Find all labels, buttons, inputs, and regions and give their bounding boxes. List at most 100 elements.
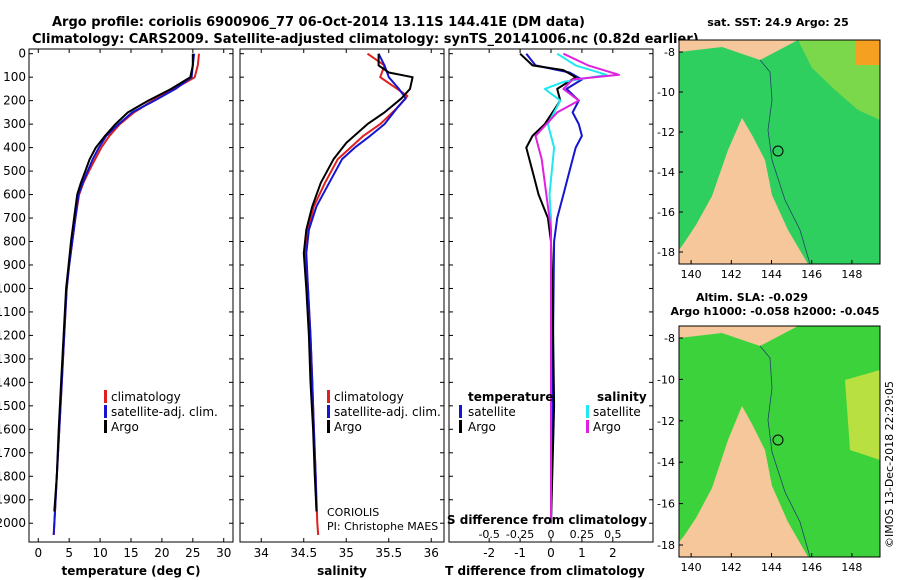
legend-t-satellite: satellite (468, 405, 516, 419)
depth-tick-label: 1200 (0, 328, 26, 342)
s-diff-tick-label: 0 (548, 528, 555, 541)
map-x-tick-label: 146 (801, 268, 822, 281)
legend-temperature-title: temperature (468, 390, 553, 404)
diff-depth-ticks (449, 53, 653, 524)
legend-s-satellite: satellite (593, 405, 641, 419)
legend-satellite: satellite-adj. clim. (111, 405, 218, 419)
legend-salinity-title: salinity (597, 390, 647, 404)
sst-map-frame (678, 39, 881, 265)
x-tick-label: 25 (185, 546, 200, 560)
sst-map-argo-marker (772, 145, 784, 157)
x-tick-label: -2 (483, 546, 495, 560)
sla-map-argo-marker (772, 434, 784, 446)
depth-tick-label: 400 (3, 141, 26, 155)
map-y-tick-label: -12 (657, 415, 675, 428)
sla-map-title-1: Altim. SLA: -0.029 (696, 291, 808, 304)
depth-tick-label: 2000 (0, 516, 26, 530)
series-line-argo (302, 53, 414, 512)
header-line-2: Climatology: CARS2009. Satellite-adjuste… (32, 32, 699, 47)
t-diff-ticks: -2 -1 0 1 2 (483, 49, 617, 560)
map-x-tick-label: 142 (721, 268, 742, 281)
map-y-tick-label: -16 (657, 206, 675, 219)
imos-credit: ©IMOS 13-Dec-2018 22:29:05 (883, 381, 896, 548)
map-x-tick-label: 140 (681, 268, 702, 281)
depth-tick-label: 700 (3, 211, 26, 225)
series-line-satellite-adj-clim- (305, 53, 407, 512)
depth-tick-label: 200 (3, 94, 26, 108)
s-diff-tick-label: 0.5 (604, 528, 622, 541)
annotation-coriolis: CORIOLIS (327, 506, 379, 519)
x-tick-label: 0 (34, 546, 42, 560)
x-tick-label: 36 (424, 546, 439, 560)
sst-map-ticks: 140 142 144 146 148 -8 -10 -12 -14 -16 -18 (657, 46, 862, 281)
sla-map-bathymetry (759, 345, 811, 558)
x-tick-label: 34 (254, 546, 269, 560)
legend-swatch-t-satellite (459, 405, 462, 418)
x-tick-label: 15 (123, 546, 138, 560)
legend-swatch-argo (327, 420, 330, 433)
map-y-tick-label: -18 (657, 246, 675, 259)
map-y-tick-label: -10 (657, 373, 675, 386)
depth-tick-label: 900 (3, 258, 26, 272)
series-line-t-satellite (525, 53, 583, 524)
depth-tick-label: 100 (3, 70, 26, 84)
legend-swatch-climatology (104, 390, 107, 403)
map-y-tick-label: -8 (664, 46, 675, 59)
s-diff-tick-label: -0.5 (478, 528, 499, 541)
x-tick-label: 5 (65, 546, 73, 560)
series-line-argo (53, 53, 194, 512)
legend-swatch-satellite (327, 405, 330, 418)
sla-map-high-sla (845, 370, 880, 460)
x-tick-label: -1 (514, 546, 526, 560)
depth-tick-label: 600 (3, 188, 26, 202)
x-tick-label: 30 (216, 546, 231, 560)
sla-map: Altim. SLA: -0.029 Argo h1000: -0.058 h2… (657, 291, 881, 574)
depth-tick-label: 0 (18, 47, 26, 61)
legend-argo: Argo (334, 420, 362, 434)
map-x-tick-label: 144 (761, 268, 782, 281)
annotation-pi: PI: Christophe MAES (327, 520, 438, 533)
x-tick-label: 0 (547, 546, 555, 560)
map-x-tick-label: 146 (801, 561, 822, 574)
series-line-s-satellite (543, 52, 608, 524)
salinity-depth-ticks (240, 53, 444, 524)
sla-map-title-2: Argo h1000: -0.058 h2000: -0.045 (670, 305, 879, 318)
map-x-tick-label: 144 (761, 561, 782, 574)
legend-s-argo: Argo (593, 420, 621, 434)
s-diff-axis-label: S difference from climatology (447, 513, 647, 527)
map-y-tick-label: -14 (657, 166, 675, 179)
s-diff-tick-label: 0.25 (570, 528, 595, 541)
map-x-tick-label: 148 (841, 268, 862, 281)
legend-swatch-t-argo (459, 420, 462, 433)
sla-map-ticks: 140 142 144 146 148 -8 -10 -12 -14 -16 -18 (657, 332, 862, 574)
legend-swatch-s-argo (586, 420, 589, 433)
map-x-tick-label: 148 (841, 561, 862, 574)
s-diff-ticks: -0.5 -0.25 0 0.25 0.5 (478, 528, 621, 541)
legend-climatology: climatology (334, 390, 404, 404)
depth-tick-label: 1300 (0, 352, 26, 366)
depth-tick-label: 1600 (0, 422, 26, 436)
legend-t-argo: Argo (468, 420, 496, 434)
depth-tick-label: 1500 (0, 399, 26, 413)
map-y-tick-label: -14 (657, 456, 675, 469)
series-line-s-argo (534, 52, 620, 524)
map-y-tick-label: -12 (657, 126, 675, 139)
sla-map-sea (679, 326, 880, 557)
s-diff-tick-label: -0.25 (506, 528, 534, 541)
sst-map-bathymetry (759, 59, 811, 265)
temperature-ticks: 0 5 10 15 20 25 30 (34, 49, 231, 560)
t-diff-xlabel: T difference from climatology (445, 564, 645, 578)
sst-map-sea (679, 40, 880, 264)
legend-argo: Argo (111, 420, 139, 434)
depth-tick-label: 1700 (0, 446, 26, 460)
depth-ticks: 0 100 200 300 400 500 600 700 800 900 1000 1100 1200… (0, 47, 233, 530)
depth-tick-label: 500 (3, 164, 26, 178)
map-y-tick-label: -10 (657, 86, 675, 99)
x-tick-label: 2 (609, 546, 617, 560)
depth-tick-label: 1800 (0, 469, 26, 483)
depth-tick-label: 1400 (0, 375, 26, 389)
salinity-panel: 34 34.5 35 35.5 36 salinity climatology sate… (239, 48, 445, 578)
sst-map-hot-corner (855, 40, 880, 65)
x-tick-label: 20 (154, 546, 169, 560)
temperature-panel: 0100200300400500600700800900100011001200… (0, 47, 234, 578)
